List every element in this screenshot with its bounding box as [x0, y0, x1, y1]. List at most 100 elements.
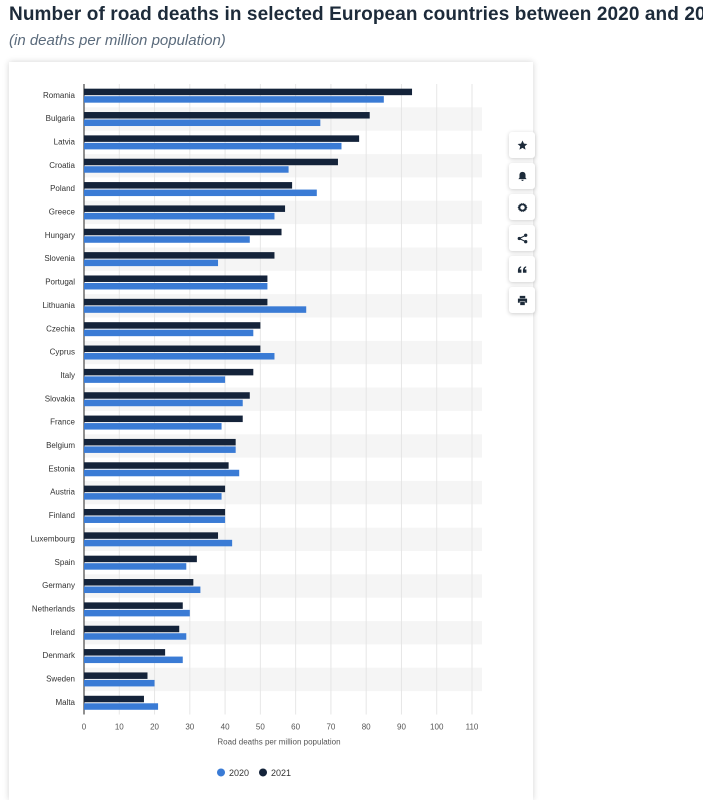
row-stripe	[84, 294, 482, 318]
bar-2020-spain	[84, 563, 187, 570]
category-label: Slovenia	[44, 254, 75, 263]
bar-2021-latvia	[84, 135, 360, 142]
category-label: Portugal	[45, 278, 75, 287]
category-label: Romania	[43, 91, 76, 100]
bar-2020-finland	[84, 516, 226, 523]
legend-label-2020: 2020	[229, 768, 249, 778]
bar-2021-estonia	[84, 462, 229, 469]
category-label: Spain	[55, 558, 75, 567]
row-stripe	[84, 247, 482, 271]
bell-button[interactable]	[509, 163, 535, 189]
bar-2020-hungary	[84, 236, 250, 243]
x-axis-title: Road deaths per million population	[217, 737, 340, 746]
x-tick-label: 70	[326, 722, 335, 731]
bar-2021-romania	[84, 88, 413, 96]
bar-2021-finland	[84, 508, 226, 516]
category-label: Malta	[55, 698, 75, 707]
bar-2021-cyprus	[84, 345, 261, 353]
category-label: Bulgaria	[46, 114, 76, 123]
bar-2020-croatia	[84, 166, 289, 173]
quote-icon	[517, 265, 526, 273]
bar-2020-estonia	[84, 469, 240, 477]
category-label: Poland	[50, 184, 75, 193]
bar-2020-italy	[84, 376, 226, 383]
x-tick-label: 110	[466, 722, 479, 731]
bar-2020-france	[84, 423, 222, 430]
category-label: Luxembourg	[31, 534, 75, 543]
bar-2021-germany	[84, 579, 194, 586]
x-tick-label: 90	[397, 722, 406, 731]
category-label: Austria	[50, 488, 75, 497]
bar-2020-lithuania	[84, 306, 307, 313]
bar-2020-sweden	[84, 679, 155, 687]
print-icon	[517, 295, 527, 305]
row-stripe	[84, 434, 482, 458]
bar-2021-malta	[84, 695, 144, 703]
row-stripe	[84, 574, 482, 598]
bar-2020-latvia	[84, 142, 342, 150]
share-button[interactable]	[509, 225, 535, 251]
category-label: Sweden	[46, 675, 75, 684]
gear-button[interactable]	[509, 194, 535, 220]
bar-2020-germany	[84, 586, 201, 594]
x-tick-label: 30	[185, 722, 194, 731]
x-tick-label: 0	[82, 722, 87, 731]
row-stripe	[84, 480, 482, 505]
category-label: France	[50, 418, 75, 427]
bar-2021-hungary	[84, 228, 282, 236]
x-tick-label: 40	[221, 722, 230, 731]
bar-2021-czechia	[84, 322, 261, 329]
bar-chart: Romania Bulgaria Latvia Croatia Poland Greece…	[31, 84, 482, 778]
category-label: Cyprus	[50, 348, 75, 357]
bar-2021-sweden	[84, 672, 148, 679]
x-tick-label: 50	[256, 722, 265, 731]
category-label: Finland	[49, 511, 75, 520]
bar-2020-netherlands	[84, 609, 190, 617]
bar-2020-denmark	[84, 656, 183, 664]
bell-icon	[517, 171, 527, 181]
bar-2020-belgium	[84, 446, 236, 453]
bar-2021-ireland	[84, 625, 180, 633]
chart-subtitle: (in deaths per million population)	[9, 32, 226, 49]
x-tick-label: 80	[362, 722, 371, 731]
bar-2020-luxembourg	[84, 539, 233, 547]
bar-2021-slovenia	[84, 252, 275, 259]
chart-panel: Romania Bulgaria Latvia Croatia Poland Greece…	[9, 62, 535, 800]
category-label: Croatia	[49, 161, 75, 170]
row-stripe	[84, 667, 482, 692]
category-label: Latvia	[54, 137, 76, 146]
x-tick-label: 60	[291, 722, 300, 731]
bar-2021-belgium	[84, 438, 236, 446]
bar-2020-romania	[84, 96, 384, 103]
legend-marker-2021	[259, 768, 267, 777]
gear-icon	[516, 202, 528, 212]
bar-2021-france	[84, 415, 243, 423]
bar-2020-slovenia	[84, 259, 219, 267]
bar-2020-austria	[84, 493, 222, 500]
bar-2021-luxembourg	[84, 532, 219, 539]
bar-2021-austria	[84, 485, 226, 493]
category-label: Denmark	[43, 651, 76, 660]
bar-2020-ireland	[84, 633, 187, 640]
bar-2021-italy	[84, 368, 254, 376]
bar-2020-slovakia	[84, 399, 243, 407]
bar-2021-bulgaria	[84, 112, 370, 119]
bar-2020-czechia	[84, 329, 254, 337]
bar-2021-denmark	[84, 649, 166, 656]
star-button[interactable]	[509, 132, 535, 158]
bar-2020-poland	[84, 189, 317, 197]
bar-2021-spain	[84, 555, 197, 563]
row-stripe	[84, 154, 482, 178]
share-icon	[517, 233, 527, 243]
bar-2020-cyprus	[84, 353, 275, 360]
bar-2020-malta	[84, 703, 159, 710]
x-tick-label: 100	[430, 722, 444, 731]
category-label: Hungary	[45, 231, 75, 240]
quote-button[interactable]	[509, 256, 535, 282]
bar-2021-greece	[84, 205, 286, 212]
row-stripe	[84, 387, 482, 411]
row-stripe	[84, 621, 482, 645]
bar-2021-croatia	[84, 158, 338, 166]
print-button[interactable]	[509, 287, 535, 313]
category-label: Lithuania	[43, 301, 76, 310]
